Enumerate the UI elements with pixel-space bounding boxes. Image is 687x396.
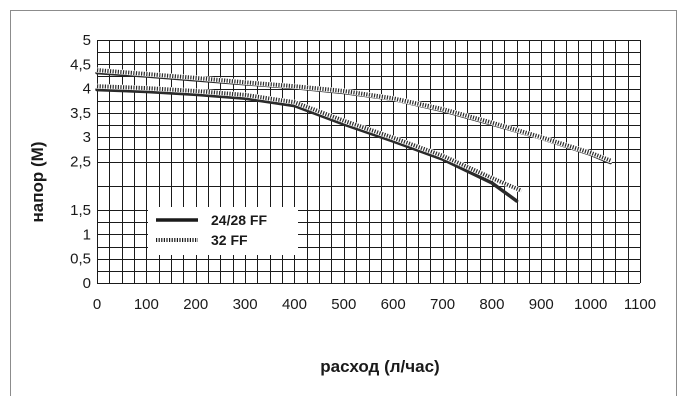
series-line-24-28-ff [95,87,519,203]
x-axis-title: расход (л/час) [320,357,439,376]
axes: 0 100 200 300 400 500 600 700 800 900 1000 1100 0 0,5… [70,32,656,313]
y-tick-label: 4 [83,81,91,98]
x-tick-label: 700 [430,296,455,313]
legend-label: 32 FF [211,232,248,248]
y-axis-title: напор (М) [28,142,47,223]
y-tick-label: 1 [83,226,91,243]
legend: 24/28 FF 32 FF [148,207,298,255]
y-tick-label: 0,5 [70,251,91,268]
series-underlay [94,67,613,163]
y-tick-label: 5 [83,32,91,49]
x-tick-label: 1000 [574,296,607,313]
outer-frame [10,10,677,396]
y-tick-label: 3 [83,129,91,146]
series-lines [94,67,613,203]
y-tick-label: 1,5 [70,202,91,219]
y-tick-label: 4,5 [70,56,91,73]
x-tick-label: 600 [381,296,406,313]
x-tick-label: 500 [331,296,356,313]
x-tick-label: 300 [233,296,258,313]
x-tick-label: 400 [282,296,307,313]
x-tick-label: 100 [134,296,159,313]
x-tick-label: 1100 [624,296,656,313]
x-tick-label: 200 [183,296,208,313]
y-tick-label: 3,5 [70,105,91,122]
x-tick-label: 800 [479,296,504,313]
series-line-32-ff [96,84,523,193]
y-tick-label: 0 [83,275,91,292]
x-tick-label: 0 [93,296,101,313]
chart-frame [10,10,677,396]
y-tick-label: 2,5 [70,154,91,171]
x-tick-label: 900 [529,296,554,313]
legend-label: 24/28 FF [211,212,267,228]
legend-box [148,207,298,255]
